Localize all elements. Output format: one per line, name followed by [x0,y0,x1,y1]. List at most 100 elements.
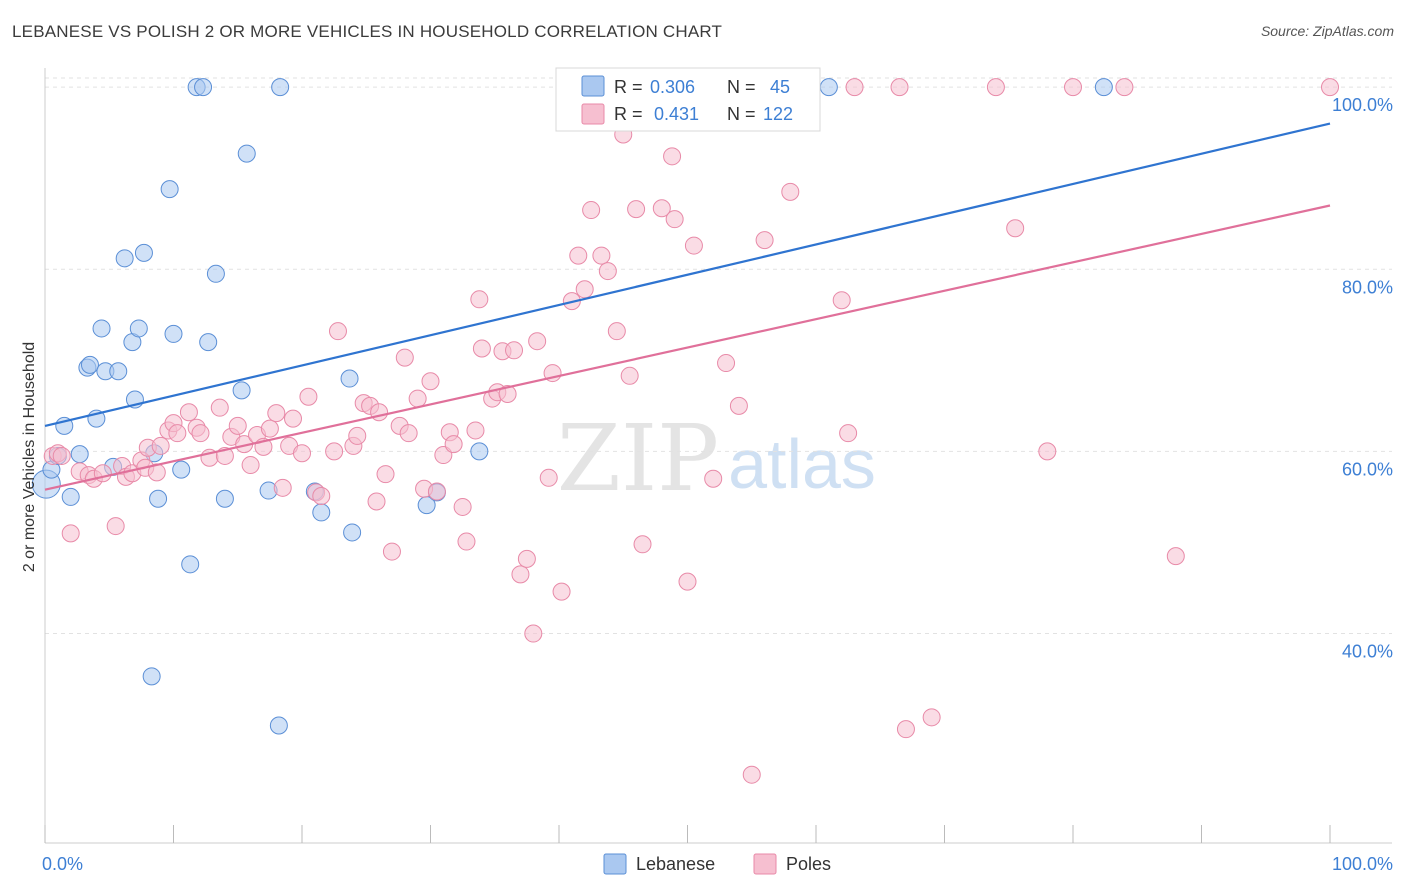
lebanese-point [199,333,218,352]
lebanese-point [92,319,111,338]
lebanese-point [172,460,191,479]
poles-point [267,404,286,423]
poles-point [421,372,440,391]
bottom-legend-label-lebanese: Lebanese [636,854,715,874]
poles-point [52,446,71,465]
legend-r-label-lebanese: R = [614,77,643,97]
lebanese-point [160,180,179,199]
lebanese-point [181,555,200,574]
legend-n-label-lebanese: N = [727,77,756,97]
poles-point [367,492,386,511]
lebanese-point [149,489,168,508]
y-axis-label: 2 or more Vehicles in Household [21,342,38,572]
poles-point [582,201,601,220]
bottom-legend-label-poles: Poles [786,854,831,874]
lebanese-point [134,243,153,262]
poles-point [922,708,941,727]
lebanese-point [819,78,838,97]
poles-point [678,572,697,591]
lebanese-point [61,487,80,506]
lebanese-point [129,319,148,338]
trend-lines [44,122,1331,491]
watermark: ZIP atlas [557,405,876,512]
poles-point [663,147,682,166]
poles-point [1006,219,1025,238]
poles-point [472,339,491,358]
poles-point [704,469,723,488]
lebanese-point [115,249,134,268]
poles-point [191,424,210,443]
correlation-legend: R = 0.306 N = 45 R = 0.431 N = 122 [555,67,821,132]
poles-point [376,465,395,484]
poles-point [273,478,292,497]
poles-point [511,565,530,584]
poles-point [539,468,558,487]
poles-point [524,624,543,643]
legend-r-value-poles: 0.431 [654,104,699,124]
chart-title: LEBANESE VS POLISH 2 OR MORE VEHICLES IN… [12,22,723,41]
poles-point [498,385,517,404]
x-tick-label-max: 100.0% [1332,854,1393,874]
lebanese-point [470,442,489,461]
poles-point [168,424,187,443]
poles-point [986,78,1005,97]
lebanese-point [70,445,89,464]
poles-point [684,236,703,255]
legend-r-label-poles: R = [614,104,643,124]
lebanese-point [237,144,256,163]
tick-labels: 40.0% 60.0% 80.0% 100.0% 0.0% 100.0% [42,95,1393,874]
poles-point [457,532,476,551]
poles-point [299,387,318,406]
poles-point [729,396,748,415]
y-tick-label-100: 100.0% [1332,95,1393,115]
poles-point [839,424,858,443]
poles-point [781,182,800,201]
legend-n-label-poles: N = [727,104,756,124]
lebanese-point [1094,78,1113,97]
legend-n-value-lebanese: 45 [770,77,790,97]
poles-point [652,199,671,218]
poles-point [505,341,524,360]
poles-point [896,720,915,739]
poles-point [517,549,536,568]
x-tick-label-min: 0.0% [42,854,83,874]
poles-point [382,542,401,561]
poles-point [598,262,617,281]
poles-point [328,322,347,341]
poles-point [1321,78,1339,97]
poles-point [575,280,594,299]
poles-point [1038,442,1057,461]
poles-point [284,409,303,428]
poles-point [890,78,909,97]
poles-point [312,487,331,506]
poles-point [528,332,547,351]
poles-point [832,291,851,310]
poles-point [633,535,652,554]
poles-point [453,497,472,516]
poles-point [179,403,198,422]
legend-swatch-lebanese [581,75,605,97]
watermark-zip: ZIP [557,405,719,512]
bottom-legend-swatch-lebanese [603,853,627,875]
source-label: Source: ZipAtlas.com [1260,23,1394,39]
lebanese-point [164,324,183,343]
poles-point [466,421,485,440]
poles-point [210,398,229,417]
legend-n-value-poles: 122 [763,104,793,124]
poles-point [260,419,279,438]
poles-point [470,290,489,309]
poles-point [61,524,80,543]
lebanese-point [109,362,128,381]
poles-point [151,436,170,455]
poles-point [444,435,463,454]
poles-point [293,444,311,463]
poles-point [408,389,427,408]
series-legend: Lebanese Poles [603,853,831,875]
poles-point [1115,78,1134,97]
poles-point [592,246,611,265]
y-tick-label-60: 60.0% [1342,459,1393,479]
y-tick-label-80: 80.0% [1342,277,1393,297]
lebanese-point [232,381,251,400]
lebanese-point [215,489,234,508]
